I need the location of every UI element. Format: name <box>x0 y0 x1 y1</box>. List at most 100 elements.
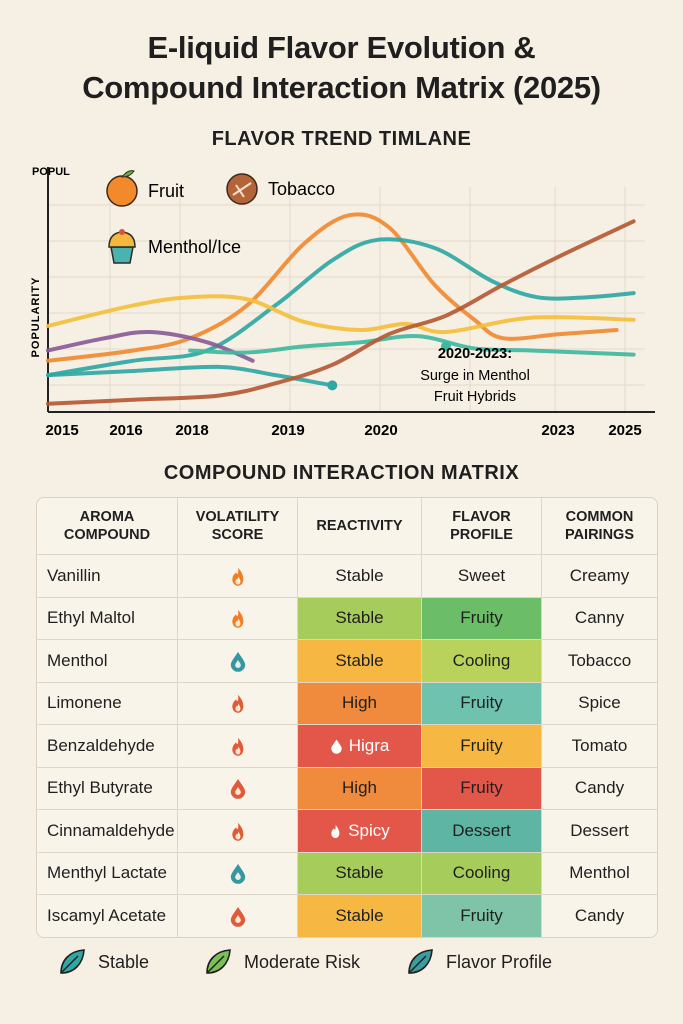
compound-name: Menthol <box>47 650 108 670</box>
compound-name: Benzaldehyde <box>47 735 155 755</box>
common-pairing-cell: Creamy <box>541 555 657 597</box>
flavor-profile-cell: Fruity <box>421 767 541 809</box>
column-header-text: COMPOUND <box>63 527 151 543</box>
legend-label: Fruit <box>148 181 184 201</box>
flavor-profile-cell: Fruity <box>421 895 541 937</box>
common-pairing-cell: Candy <box>541 895 657 937</box>
legend-label: Tobacco <box>268 179 335 199</box>
flavor-profile-cell: Dessert <box>421 810 541 852</box>
flavor-profile-cell: Fruity <box>421 597 541 639</box>
legend-item-fruit: Fruit <box>106 170 184 207</box>
flame-icon <box>331 824 340 838</box>
column-header-text: COMMON <box>565 509 634 525</box>
reactivity-cell: Spicy <box>297 810 421 852</box>
reactivity-label: Stable <box>335 650 384 670</box>
legend-item-moderate-risk: Moderate Risk <box>202 946 360 978</box>
legend-label: Menthol/Ice <box>148 237 241 257</box>
series-line-6 <box>46 219 636 406</box>
table-row: Ethyl Maltol Stable Fruity Canny <box>37 596 657 639</box>
chart-grid <box>48 187 645 412</box>
flame-icon <box>231 610 243 629</box>
column-header-text: VOLATILITY <box>195 509 280 525</box>
table-row: Iscamyl Acetate Stable Fruity Candy <box>37 894 657 937</box>
x-tick-label: 2023 <box>541 422 574 439</box>
common-pairing-cell: Spice <box>541 682 657 724</box>
reactivity-cell: Higra <box>297 725 421 767</box>
bottom-legend: Stable Moderate Risk Flavor Profile <box>0 946 683 986</box>
table-row: Vanillin Stable Sweet Creamy <box>37 554 657 597</box>
common-pairing-cell: Dessert <box>541 810 657 852</box>
compound-name: Limonene <box>47 693 122 713</box>
compound-name: Cinnamaldehyde <box>47 820 175 840</box>
volatility-score <box>177 725 297 767</box>
reactivity-label: High <box>342 693 377 713</box>
chart-legend: Fruit Tobacco Menthol/Ice <box>106 170 335 264</box>
chart-axes: POPULARITY POPUL 2015 2016 2018 2019 2020 2023 2… <box>30 166 655 439</box>
droplet-icon <box>230 906 245 927</box>
volatility-score <box>177 555 297 597</box>
x-tick-label: 2015 <box>45 422 78 439</box>
droplet-icon <box>230 651 245 672</box>
series-line-1 <box>46 237 636 378</box>
column-header: AROMA COMPOUND <box>37 498 177 554</box>
y-axis-label: POPULARITY <box>30 277 42 358</box>
column-header: VOLATILITY SCORE <box>177 498 297 554</box>
leaf-icon <box>206 949 231 974</box>
flavor-trend-chart: POPULARITY POPUL 2015 2016 2018 2019 2020 2023 2… <box>30 166 655 439</box>
compound-name: Menthyl Lactate <box>47 863 168 883</box>
table-row: Menthyl Lactate Stable Cooling Menthol <box>37 851 657 894</box>
common-pairing-cell: Menthol <box>541 852 657 894</box>
legend-label: Flavor Profile <box>446 951 553 972</box>
droplet-icon <box>230 864 245 885</box>
x-tick-label: 2019 <box>271 422 304 439</box>
reactivity-label: Stable <box>335 863 384 883</box>
reactivity-cell: Stable <box>297 852 421 894</box>
reactivity-label: Spicy <box>348 820 390 840</box>
series-line-5 <box>46 364 335 388</box>
table-row: Benzaldehyde Higra Fruity Tomato <box>37 724 657 767</box>
flavor-profile-cell: Cooling <box>421 640 541 682</box>
reactivity-cell: Stable <box>297 555 421 597</box>
flame-icon <box>231 737 243 756</box>
title-line-2: Compound Interaction Matrix (2025) <box>82 70 601 105</box>
common-pairing-cell: Canny <box>541 597 657 639</box>
table-header-row: AROMA COMPOUND VOLATILITY SCORE REACTIVITY FL… <box>37 498 657 554</box>
legend-item-flavor-profile: Flavor Profile <box>404 946 552 978</box>
table-row: Cinnamaldehyde Spicy Dessert Dessert <box>37 809 657 852</box>
compound-name: Ethyl Butyrate <box>47 778 153 798</box>
reactivity-label: Higra <box>348 735 390 755</box>
matrix-title: COMPOUND INTERACTION MATRIX <box>163 462 520 484</box>
reactivity-cell: Stable <box>297 895 421 937</box>
page-title: E-liquid Flavor Evolution & Compound Int… <box>0 28 683 108</box>
y-axis-label-top: POPUL <box>32 166 70 178</box>
legend-item-stable: Stable <box>56 946 149 978</box>
compound-name: Vanillin <box>47 565 101 585</box>
column-header-text: FLAVOR <box>452 509 511 525</box>
common-pairing-cell: Tomato <box>541 725 657 767</box>
table-row: Menthol Stable Cooling Tobacco <box>37 639 657 682</box>
legend-label: Moderate Risk <box>244 951 361 972</box>
column-header: REACTIVITY <box>297 498 421 554</box>
volatility-score <box>177 852 297 894</box>
compound-name: Iscamyl Acetate <box>47 905 167 925</box>
flavor-profile-cell: Fruity <box>421 725 541 767</box>
reactivity-cell: Stable <box>297 597 421 639</box>
ice-cream-icon <box>108 229 136 264</box>
series-line-2 <box>46 294 636 335</box>
leaf-icon <box>60 949 85 974</box>
volatility-score <box>177 810 297 852</box>
table-row: Ethyl Butyrate High Fruity Candy <box>37 766 657 809</box>
common-pairing-cell: Candy <box>541 767 657 809</box>
chart-series <box>46 212 636 406</box>
flame-icon <box>231 822 243 841</box>
volatility-score <box>177 767 297 809</box>
column-header-text: REACTIVITY <box>316 518 403 534</box>
volatility-score <box>177 597 297 639</box>
droplet-icon <box>230 779 245 800</box>
flavor-profile-cell: Cooling <box>421 852 541 894</box>
chart-annotation: 2020-2023: Surge in Menthol Fruit Hybrids <box>420 346 530 405</box>
table-row: Limonene High Fruity Spice <box>37 681 657 724</box>
x-tick-label: 2016 <box>109 422 142 439</box>
reactivity-cell: High <box>297 767 421 809</box>
reactivity-cell: Stable <box>297 640 421 682</box>
